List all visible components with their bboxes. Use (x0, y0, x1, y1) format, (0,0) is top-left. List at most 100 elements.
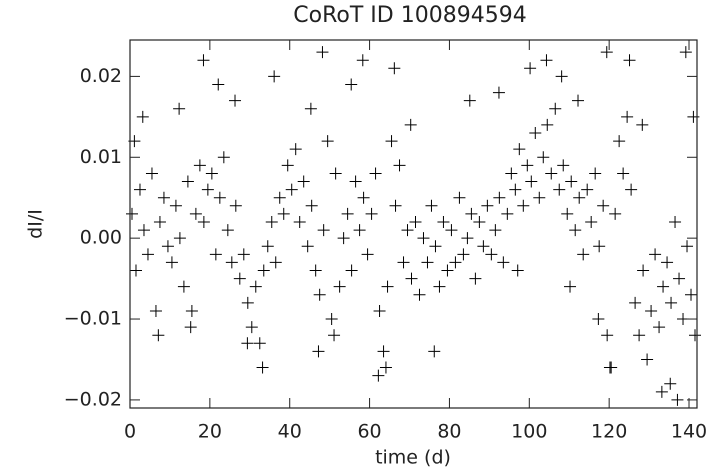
point (397, 256, 410, 269)
point (381, 280, 394, 293)
point (581, 183, 594, 196)
y-axis-label: dI/I (25, 209, 47, 239)
point (249, 280, 262, 293)
point (664, 377, 677, 390)
point (197, 215, 210, 228)
point (617, 167, 630, 180)
point (641, 353, 654, 366)
point (564, 280, 577, 293)
point (184, 321, 197, 334)
point (625, 183, 638, 196)
point (653, 321, 666, 334)
point (429, 240, 442, 253)
point (603, 361, 616, 374)
point (345, 264, 358, 277)
point (301, 240, 314, 253)
chart-title: CoRoT ID 100894594 (293, 3, 526, 28)
point (497, 256, 510, 269)
y-tick-label: 0.02 (80, 65, 122, 87)
point (341, 207, 354, 220)
point (237, 248, 250, 261)
point (481, 199, 494, 212)
point (225, 256, 238, 269)
point (365, 207, 378, 220)
point (356, 54, 369, 67)
point (681, 240, 694, 253)
point (221, 224, 234, 237)
point (463, 94, 476, 107)
point (679, 46, 692, 59)
point (613, 135, 626, 148)
point (349, 175, 362, 188)
point (473, 215, 486, 228)
point (649, 248, 662, 261)
point (245, 321, 258, 334)
point (177, 280, 190, 293)
point (297, 175, 310, 188)
point (273, 191, 286, 204)
point (169, 199, 182, 212)
point (572, 94, 585, 107)
point (671, 393, 684, 406)
point (585, 215, 598, 228)
point (609, 207, 622, 220)
point (573, 191, 586, 204)
point (357, 191, 370, 204)
point (533, 191, 546, 204)
point (501, 207, 514, 220)
point (685, 288, 698, 301)
point (257, 264, 270, 277)
point (201, 183, 214, 196)
point (316, 46, 329, 59)
point (457, 248, 470, 261)
point (541, 118, 554, 131)
point (421, 256, 434, 269)
point (629, 296, 642, 309)
point (205, 167, 218, 180)
point (437, 215, 450, 228)
plot-frame (129, 39, 698, 409)
point (469, 272, 482, 285)
x-tick-label: 60 (357, 421, 381, 443)
point (404, 118, 417, 131)
point (265, 215, 278, 228)
point (673, 272, 686, 285)
point (313, 288, 326, 301)
point (261, 240, 274, 253)
point (268, 70, 281, 83)
y-tick-label: 0.01 (80, 146, 122, 168)
point (493, 191, 506, 204)
point (600, 46, 613, 59)
point (511, 264, 524, 277)
point (209, 248, 222, 261)
point (540, 54, 553, 67)
point (377, 345, 390, 358)
point (125, 207, 138, 220)
point (373, 304, 386, 317)
point (129, 264, 142, 277)
point (445, 224, 458, 237)
point (173, 232, 186, 245)
point (492, 86, 505, 99)
point (505, 167, 518, 180)
point (413, 288, 426, 301)
point (345, 78, 358, 91)
point (312, 345, 325, 358)
point (633, 329, 646, 342)
point (157, 191, 170, 204)
point (285, 183, 298, 196)
point (553, 183, 566, 196)
point (217, 151, 230, 164)
point (305, 199, 318, 212)
point (181, 175, 194, 188)
point (669, 215, 682, 228)
point (524, 62, 537, 75)
point (229, 199, 242, 212)
point (689, 329, 702, 342)
x-tick-label: 120 (591, 421, 627, 443)
point (601, 329, 614, 342)
point (372, 369, 385, 382)
x-tick-label: 0 (124, 421, 136, 443)
point (337, 232, 350, 245)
